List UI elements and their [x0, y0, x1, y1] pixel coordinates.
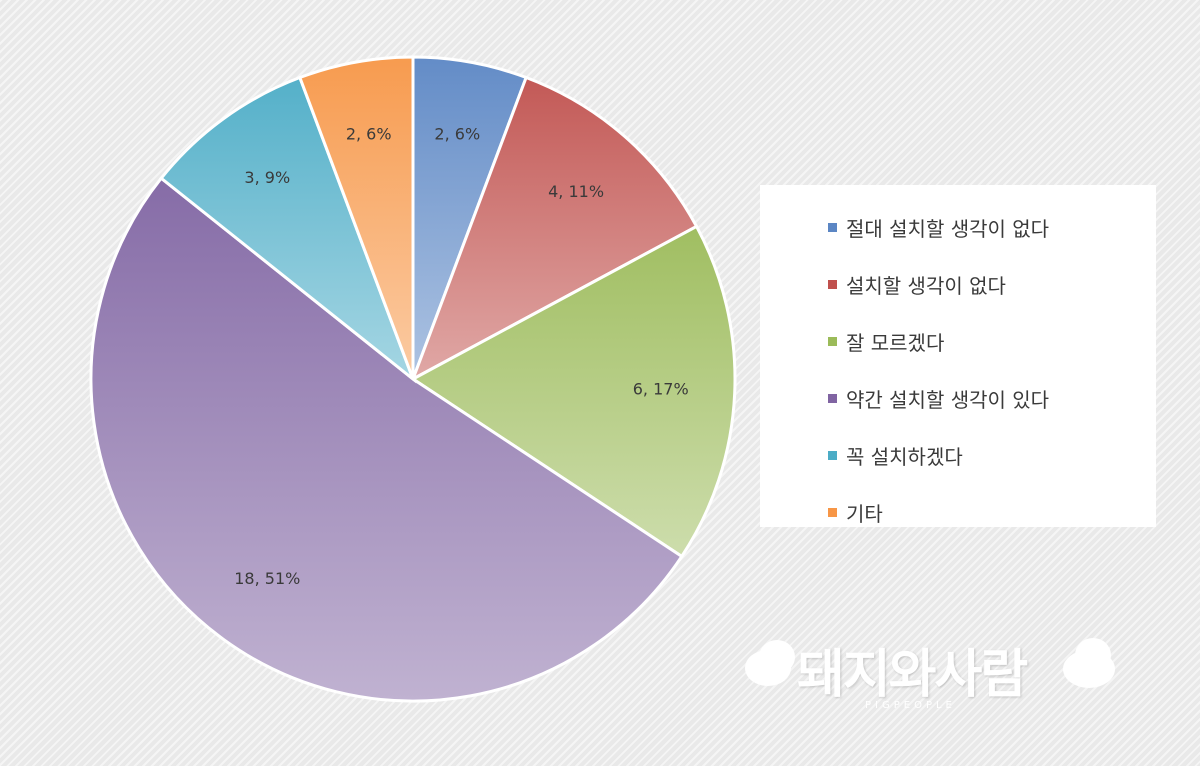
legend-label: 약간 설치할 생각이 있다 — [846, 388, 1050, 412]
legend-item: 절대 설치할 생각이 없다 — [828, 199, 1156, 256]
legend-swatch — [828, 337, 837, 346]
pie-slice — [159, 75, 417, 384]
slice-data-label: 18, 51% — [234, 569, 300, 588]
slice-data-label: 3, 9% — [244, 168, 290, 187]
pie-slice — [89, 176, 684, 703]
legend-swatch — [828, 223, 837, 232]
cloud-shape — [759, 640, 795, 674]
legend-label: 잘 모르겠다 — [846, 331, 945, 355]
legend-item: 꼭 설치하겠다 — [828, 427, 1156, 484]
slice-labels: 2, 6% 4, 11% 6, 17% 18, 51% 3, 9% 2, 6% — [234, 125, 688, 589]
legend-swatch — [828, 508, 837, 517]
slice-data-label: 4, 11% — [548, 182, 604, 201]
legend-label: 절대 설치할 생각이 없다 — [846, 217, 1050, 241]
watermark-text: 돼지와사람 — [797, 645, 1028, 705]
watermark-subtext: PIGPEOPLE — [865, 700, 956, 711]
chart-legend: 절대 설치할 생각이 없다 설치할 생각이 없다 잘 모르겠다 약간 설치할 생… — [760, 185, 1156, 527]
slice-data-label: 6, 17% — [633, 380, 689, 399]
legend-label: 꼭 설치하겠다 — [846, 445, 963, 469]
cloud-shape — [1075, 638, 1111, 672]
legend-swatch — [828, 451, 837, 460]
pie-slices — [89, 55, 737, 703]
pie-slice — [297, 55, 415, 380]
legend-item: 잘 모르겠다 — [828, 313, 1156, 370]
legend-item: 기타 — [828, 484, 1156, 541]
slice-data-label: 2, 6% — [434, 125, 480, 144]
slice-data-label: 2, 6% — [346, 125, 392, 144]
pie-slice — [410, 75, 699, 383]
legend-swatch — [828, 394, 837, 403]
watermark-logo: 돼지와사람 PIGPEOPLE — [745, 628, 1125, 718]
legend-item: 설치할 생각이 없다 — [828, 256, 1156, 313]
legend-label: 기타 — [846, 502, 883, 526]
legend-label: 설치할 생각이 없다 — [846, 274, 1006, 298]
legend-swatch — [828, 280, 837, 289]
legend-item: 약간 설치할 생각이 있다 — [828, 370, 1156, 427]
pie-slice — [410, 224, 737, 559]
